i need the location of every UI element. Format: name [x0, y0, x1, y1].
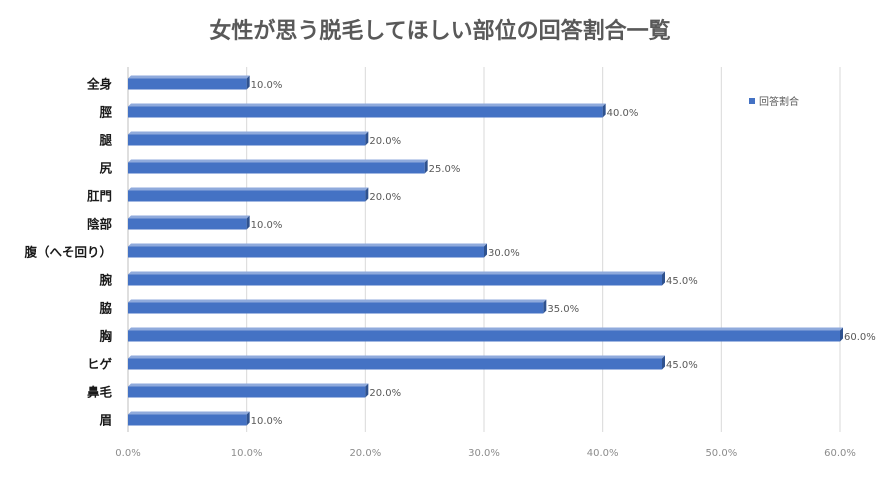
bar-top-face	[128, 299, 547, 303]
bar-group	[128, 243, 487, 258]
labels: 全身 10.0% 脛 40.0% 腿 20.0% 尻 25.0% 肛門 20.0% 陰部 10.0% 腹…	[24, 77, 875, 428]
bar-side-face	[246, 75, 250, 90]
data-label: 10.0%	[251, 220, 283, 231]
category-label: 脛	[99, 105, 112, 120]
category-label: 脇	[99, 301, 112, 316]
bar-top-face	[128, 271, 665, 275]
bar-top-face	[128, 187, 369, 191]
bar	[128, 134, 366, 146]
bar	[128, 246, 484, 258]
bar-top-face	[128, 411, 250, 415]
bar	[128, 218, 247, 230]
bar-top-face	[128, 355, 665, 359]
category-label: ヒゲ	[87, 357, 113, 372]
bar	[128, 302, 544, 314]
bar	[128, 414, 247, 426]
bar-group	[128, 327, 843, 342]
bar	[128, 162, 425, 174]
bar	[128, 330, 840, 342]
data-label: 10.0%	[251, 416, 283, 427]
bar-side-face	[424, 159, 428, 174]
bar-side-face	[246, 411, 250, 426]
bar-top-face	[128, 243, 487, 247]
bar-top-face	[128, 75, 250, 79]
x-tick-label: 0.0%	[115, 448, 140, 459]
bar-top-face	[128, 103, 606, 107]
bar-group	[128, 215, 250, 230]
category-label: 腿	[99, 133, 112, 148]
bar	[128, 78, 247, 90]
bar-side-face	[662, 271, 665, 286]
bar-side-face	[365, 131, 369, 146]
bar-side-face	[365, 187, 369, 202]
bar-group	[128, 411, 250, 426]
category-label: 尻	[99, 161, 112, 176]
bar-top-face	[128, 327, 843, 331]
x-tick-label: 30.0%	[468, 448, 500, 459]
bar-top-face	[128, 159, 428, 163]
bar-group	[128, 271, 665, 286]
data-label: 40.0%	[607, 108, 639, 119]
bar-top-face	[128, 215, 250, 219]
category-label: 鼻毛	[87, 385, 113, 400]
data-label: 45.0%	[666, 360, 698, 371]
data-label: 20.0%	[369, 192, 401, 203]
data-label: 25.0%	[429, 164, 461, 175]
category-label: 肛門	[87, 189, 112, 204]
bar	[128, 274, 662, 286]
bar-side-face	[602, 103, 606, 118]
bar-group	[128, 131, 369, 146]
data-label: 20.0%	[369, 136, 401, 147]
bar	[128, 358, 662, 370]
category-label: 陰部	[87, 217, 113, 232]
x-tick-label: 40.0%	[587, 448, 619, 459]
category-label: 腹（へそ回り）	[24, 245, 112, 260]
legend: 回答割合	[749, 95, 799, 108]
bar-side-face	[543, 299, 547, 314]
category-label: 全身	[86, 77, 113, 92]
data-label: 35.0%	[547, 304, 579, 315]
bar-group	[128, 299, 547, 314]
bar	[128, 386, 366, 398]
axes: 0.0% 10.0% 20.0% 30.0% 40.0% 50.0% 60.0%	[115, 67, 856, 459]
legend-label: 回答割合	[759, 95, 799, 108]
bar-side-face	[662, 355, 665, 370]
bar	[128, 190, 366, 202]
data-label: 20.0%	[369, 388, 401, 399]
bar-group	[128, 383, 369, 398]
x-tick-label: 10.0%	[231, 448, 263, 459]
x-tick-label: 20.0%	[349, 448, 381, 459]
bar-group	[128, 75, 250, 90]
bar-side-face	[246, 215, 250, 230]
category-label: 胸	[99, 329, 112, 344]
bars	[128, 75, 843, 426]
x-tick-label: 50.0%	[705, 448, 737, 459]
data-label: 10.0%	[251, 80, 283, 91]
data-label: 60.0%	[844, 332, 876, 343]
data-label: 45.0%	[666, 276, 698, 287]
bar-group	[128, 187, 369, 202]
data-label: 30.0%	[488, 248, 520, 259]
bar-top-face	[128, 383, 369, 387]
legend-swatch	[749, 98, 755, 104]
bar-group	[128, 159, 428, 174]
chart-title: 女性が思う脱毛してほしい部位の回答割合一覧	[209, 18, 670, 44]
category-label: 腕	[99, 273, 112, 288]
bar	[128, 106, 603, 118]
bar-group	[128, 103, 606, 118]
bar-side-face	[365, 383, 369, 398]
x-tick-label: 60.0%	[824, 448, 856, 459]
bar-top-face	[128, 131, 369, 135]
category-label: 眉	[99, 413, 112, 428]
bar-group	[128, 355, 665, 370]
bar-side-face	[840, 327, 843, 342]
bar-side-face	[484, 243, 487, 258]
